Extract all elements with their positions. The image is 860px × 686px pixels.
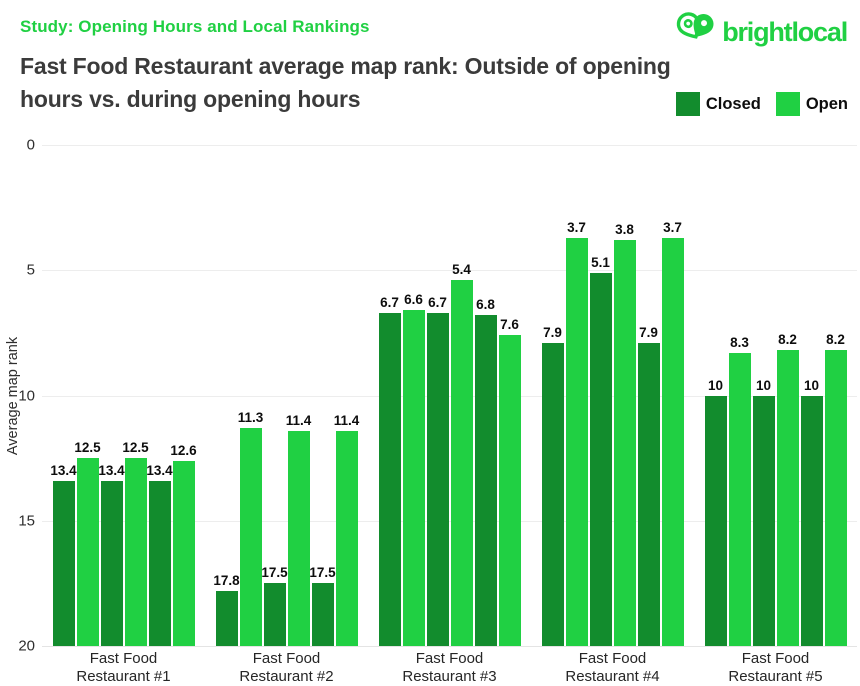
bar-value-label: 6.7 [380, 294, 399, 310]
bar-value-label: 13.4 [146, 462, 173, 478]
bar-open[interactable]: 3.7 [565, 220, 588, 646]
bar-value-label: 13.4 [50, 462, 77, 478]
gridline-5 [42, 270, 857, 272]
bar-closed[interactable]: 13.4 [98, 463, 125, 646]
x-axis-label-5: Fast Food Restaurant #5 [728, 650, 823, 685]
title-line-1: Fast Food Restaurant average map rank: O… [20, 53, 671, 79]
gridline-0 [42, 145, 857, 146]
bar-value-label: 7.9 [639, 324, 658, 340]
bar-value-label: 11.4 [333, 412, 360, 428]
bar-closed[interactable]: 17.8 [213, 573, 240, 646]
bar-open[interactable]: 11.3 [238, 410, 263, 646]
bar-value-label: 6.6 [404, 292, 423, 308]
bar-open[interactable]: 11.4 [334, 413, 359, 646]
bar-value-label: 10 [755, 377, 772, 393]
title-line-2: hours vs. during opening hours [20, 86, 361, 112]
bar-open[interactable]: 11.4 [286, 413, 311, 646]
bar-value-label: 11.3 [237, 410, 264, 426]
bar-value-label: 6.7 [428, 294, 447, 310]
bar-value-label: 5.4 [452, 262, 471, 278]
bar-value-label: 17.5 [261, 565, 288, 581]
bar-open[interactable]: 12.5 [122, 440, 149, 646]
brightlocal-logo[interactable]: brightlocal [675, 11, 848, 53]
bar-value-label: 12.5 [122, 440, 149, 456]
legend-swatch-open [775, 92, 800, 116]
x-axis-label-1: Fast Food Restaurant #1 [76, 650, 171, 685]
legend-label: Closed [705, 94, 761, 113]
bars-layer: 13.4 12.5 13.4 12.5 13.4 12.6 17.8 11.3 17.5 11.4… [42, 145, 857, 646]
bar-closed[interactable]: 10 [800, 378, 823, 646]
logo-wordmark: brightlocal [722, 16, 848, 47]
bar-group-3: 6.7 6.6 6.7 5.4 6.8 7.6 [368, 145, 531, 646]
gridline-10 [42, 395, 857, 397]
legend-swatch-closed [675, 92, 700, 116]
bar-value-label: 8.3 [730, 334, 749, 350]
bar-closed[interactable]: 6.7 [426, 295, 449, 646]
bar-open[interactable]: 12.5 [74, 440, 101, 646]
page-title: Fast Food Restaurant average map rank: O… [20, 50, 835, 116]
bar-closed[interactable]: 13.4 [146, 463, 173, 646]
bar-value-label: 7.6 [500, 317, 519, 333]
bar-value-label: 17.8 [213, 572, 240, 588]
bar-open[interactable]: 6.6 [402, 292, 425, 646]
grid-layer: 0 5 10 15 20 [18, 137, 857, 655]
bar-value-label: 12.5 [74, 440, 101, 456]
bar-closed[interactable]: 17.5 [261, 565, 288, 646]
bar-group-5: 10 8.3 10 8.2 10 8.2 [694, 145, 857, 646]
x-axis-labels: Fast Food Restaurant #1 Fast Food Restaur… [42, 650, 857, 686]
bar-closed[interactable]: 10 [704, 378, 727, 646]
bar-value-label: 12.6 [170, 442, 197, 458]
bar-closed[interactable]: 7.9 [637, 325, 660, 646]
x-axis-label-4: Fast Food Restaurant #4 [565, 650, 660, 685]
chart-legend: Closed Open [675, 92, 848, 116]
bar-group-4: 7.9 3.7 5.1 3.8 7.9 3.7 [531, 145, 694, 646]
bar-value-label: 8.2 [826, 332, 845, 348]
bar-closed[interactable]: 17.5 [309, 565, 336, 646]
y-axis-title: Average map rank [5, 336, 21, 455]
bar-closed[interactable]: 10 [752, 378, 775, 646]
bar-open[interactable]: 12.6 [170, 443, 197, 646]
bar-open[interactable]: 8.2 [824, 332, 847, 646]
bar-group-2: 17.8 11.3 17.5 11.4 17.5 11.4 [205, 145, 368, 646]
bar-value-label: 17.5 [309, 565, 336, 581]
study-kicker: Study: Opening Hours and Local Rankings [20, 17, 370, 36]
heart-pin-icon [675, 11, 717, 53]
bar-value-label: 3.7 [567, 219, 586, 235]
bar-open[interactable]: 3.7 [661, 220, 684, 646]
bar-open[interactable]: 5.4 [450, 262, 473, 646]
bar-value-label: 6.8 [476, 297, 495, 313]
bar-group-1: 13.4 12.5 13.4 12.5 13.4 12.6 [42, 145, 205, 646]
bar-value-label: 3.7 [663, 219, 682, 235]
y-tick-10: 10 [18, 387, 35, 404]
bar-open[interactable]: 7.6 [498, 317, 521, 646]
bar-closed[interactable]: 7.9 [541, 325, 564, 646]
bar-value-label: 10 [803, 377, 820, 393]
y-tick-20: 20 [18, 637, 35, 655]
x-axis-label-3: Fast Food Restaurant #3 [402, 650, 497, 685]
legend-item-open[interactable]: Open [775, 92, 848, 116]
x-axis-label-2: Fast Food Restaurant #2 [239, 650, 334, 685]
bar-value-label: 7.9 [543, 324, 562, 340]
y-tick-5: 5 [26, 261, 35, 279]
bar-value-label: 13.4 [98, 462, 125, 478]
y-tick-15: 15 [18, 512, 35, 530]
bar-closed[interactable]: 13.4 [50, 463, 77, 646]
bar-open[interactable]: 8.2 [776, 332, 799, 646]
bar-value-label: 5.1 [591, 254, 610, 270]
bar-value-label: 10 [707, 377, 724, 393]
bar-value-label: 8.2 [778, 332, 797, 348]
bar-closed[interactable]: 6.8 [474, 297, 497, 646]
bar-value-label: 3.8 [615, 222, 634, 238]
legend-label: Open [805, 94, 848, 113]
legend-item-closed[interactable]: Closed [675, 92, 761, 116]
bar-value-label: 11.4 [285, 412, 312, 428]
bar-open[interactable]: 8.3 [728, 335, 751, 646]
bar-closed[interactable]: 6.7 [378, 295, 401, 646]
gridline-15 [42, 520, 857, 522]
bar-closed[interactable]: 5.1 [589, 255, 612, 646]
y-tick-0: 0 [26, 136, 35, 154]
bar-open[interactable]: 3.8 [613, 222, 636, 646]
plot-area: 0 5 10 15 20 Average map rank 13.4 12.5 13.4 12… [5, 137, 857, 655]
